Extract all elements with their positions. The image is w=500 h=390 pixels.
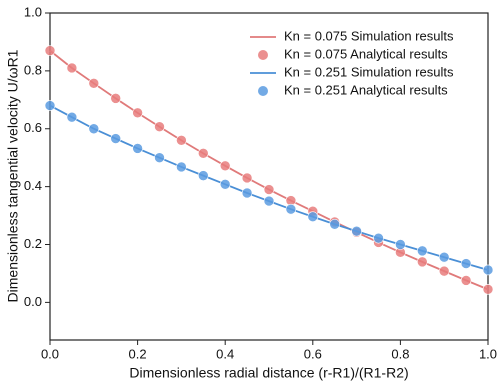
data-point xyxy=(176,161,187,173)
data-point xyxy=(154,152,165,163)
data-point xyxy=(66,62,78,74)
data-point xyxy=(307,211,319,223)
y-axis-label: Dimensionless tangential velocity U/ωR1 xyxy=(5,49,21,302)
data-point xyxy=(460,258,472,269)
data-point xyxy=(44,100,56,111)
y-tick-label: 0.2 xyxy=(24,236,42,251)
data-point xyxy=(219,160,231,172)
data-point xyxy=(395,239,406,250)
data-point xyxy=(66,111,78,123)
x-tick-label: 1.0 xyxy=(479,346,497,361)
data-point xyxy=(219,179,231,190)
data-point xyxy=(460,275,472,286)
x-tick-label: 0.4 xyxy=(216,346,234,361)
data-point xyxy=(132,143,143,154)
data-point xyxy=(351,225,362,237)
data-point xyxy=(44,45,56,56)
data-point xyxy=(241,187,253,199)
legend-label: Kn = 0.075 Analytical results xyxy=(284,46,448,61)
plot-frame xyxy=(49,12,489,341)
y-tick-label: 0.4 xyxy=(24,178,42,193)
data-point xyxy=(154,121,165,133)
data-point xyxy=(263,184,275,195)
x-tick-label: 0.0 xyxy=(41,346,59,361)
y-tick-label: 0.0 xyxy=(24,294,42,309)
data-point xyxy=(198,170,209,181)
x-tick-label: 0.2 xyxy=(129,346,147,361)
data-point xyxy=(482,264,494,276)
y-tick-label: 1.0 xyxy=(24,4,42,19)
legend-label: Kn = 0.251 Analytical results xyxy=(284,82,448,97)
data-point xyxy=(416,245,428,257)
data-point xyxy=(88,123,100,135)
legend-label: Kn = 0.251 Simulation results xyxy=(284,64,454,79)
data-point xyxy=(329,218,341,230)
data-point xyxy=(373,232,384,244)
data-point xyxy=(198,148,209,159)
data-point xyxy=(285,203,297,215)
y-tick-label: 0.6 xyxy=(24,120,42,135)
data-point xyxy=(110,93,121,104)
x-tick-label: 0.8 xyxy=(391,346,409,361)
x-axis-label: Dimensionless radial distance (r-R1)/(R1… xyxy=(129,365,408,381)
data-point xyxy=(176,135,187,146)
legend-swatch xyxy=(258,86,268,96)
data-point xyxy=(110,133,121,144)
data-point xyxy=(438,251,450,263)
legend-swatch xyxy=(258,50,268,60)
data-point xyxy=(88,78,100,89)
y-tick-label: 0.8 xyxy=(24,62,42,77)
legend-label: Kn = 0.075 Simulation results xyxy=(284,28,454,43)
data-point xyxy=(482,284,494,295)
data-point xyxy=(438,265,450,277)
data-point xyxy=(263,195,275,207)
data-point xyxy=(132,107,143,119)
data-point xyxy=(241,172,253,184)
x-tick-label: 0.6 xyxy=(304,346,322,361)
data-point xyxy=(416,256,428,268)
